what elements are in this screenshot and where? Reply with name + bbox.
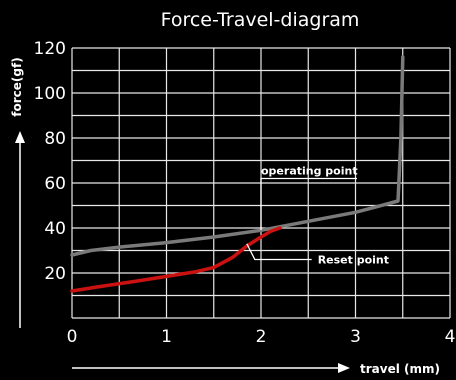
x-tick-label: 3 — [350, 327, 361, 347]
x-axis-arrow-head — [338, 363, 350, 373]
x-axis-label: travel (mm) — [360, 362, 440, 376]
y-tick-label: 40 — [44, 219, 66, 239]
operating-point-leader — [260, 177, 357, 231]
x-tick-label: 4 — [445, 327, 456, 347]
y-tick-label: 60 — [44, 174, 66, 194]
y-tick-label: 80 — [44, 129, 66, 149]
y-tick-label: 20 — [44, 264, 66, 284]
y-axis-arrow-head — [15, 131, 25, 143]
curves — [70, 55, 405, 293]
x-tick-label: 0 — [67, 327, 78, 347]
x-axis-label-group: travel (mm) — [72, 362, 440, 376]
annotations: operating point Reset point — [246, 165, 389, 267]
y-axis-label-group: force(gf) — [10, 57, 25, 328]
reset-point-label: Reset point — [318, 254, 389, 267]
press-curve — [70, 55, 405, 257]
chart-title: Force-Travel-diagram — [161, 9, 360, 31]
y-tick-label: 120 — [34, 39, 66, 59]
operating-point-label: operating point — [261, 165, 358, 178]
reset-point-leader — [246, 243, 312, 261]
release-curve — [70, 226, 282, 293]
y-tick-label: 100 — [34, 84, 66, 104]
x-tick-label: 1 — [161, 327, 172, 347]
tick-labels: 0 1 2 3 4 20 40 60 80 100 120 — [34, 39, 456, 347]
y-axis-label: force(gf) — [10, 57, 24, 116]
x-tick-label: 2 — [256, 327, 267, 347]
